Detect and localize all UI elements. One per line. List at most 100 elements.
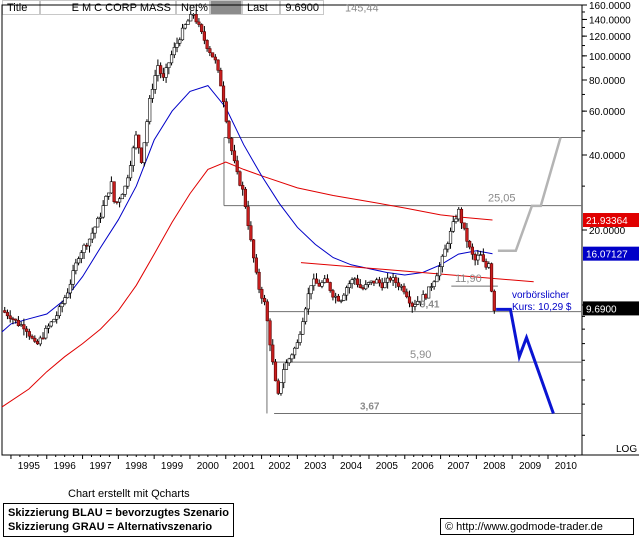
x-tick-label: 2006 bbox=[412, 461, 435, 472]
candle-body bbox=[432, 281, 436, 287]
candle-body bbox=[85, 244, 89, 247]
candle-body bbox=[11, 318, 15, 320]
candle-body bbox=[479, 254, 483, 256]
level-label: 145,44 bbox=[345, 2, 379, 14]
x-tick-label: 1997 bbox=[89, 461, 112, 472]
x-tick-label: 2004 bbox=[340, 461, 363, 472]
candle-body bbox=[107, 192, 111, 197]
x-tick-label: 2001 bbox=[233, 461, 256, 472]
candle-body bbox=[492, 290, 496, 311]
candle-body bbox=[309, 285, 313, 295]
premarket-note-line2: Kurs: 10,29 $ bbox=[512, 302, 572, 313]
candle-body bbox=[35, 341, 40, 345]
candle-body bbox=[27, 331, 31, 337]
candle-body bbox=[290, 354, 294, 360]
candle-body bbox=[101, 205, 105, 218]
candle-body bbox=[413, 304, 417, 307]
level-label: 11,90 bbox=[455, 273, 482, 285]
candle-body bbox=[183, 24, 187, 29]
candle-body bbox=[487, 263, 491, 268]
candle-body bbox=[446, 243, 450, 250]
candle-body bbox=[366, 282, 371, 285]
x-tick-label: 2000 bbox=[197, 461, 220, 472]
candle-body bbox=[232, 150, 237, 162]
candle-body bbox=[470, 246, 475, 255]
source-url: © http://www.godmode-trader.de bbox=[440, 518, 634, 535]
candle-body bbox=[68, 283, 72, 294]
candle-body bbox=[191, 13, 196, 16]
candle-body bbox=[271, 344, 275, 363]
candle-body bbox=[350, 279, 354, 285]
candle-body bbox=[200, 24, 204, 32]
candle-body bbox=[14, 318, 18, 321]
candle-body bbox=[180, 27, 185, 41]
candle-body bbox=[235, 160, 239, 173]
candle-body bbox=[224, 101, 228, 122]
candle-body bbox=[167, 62, 171, 69]
candle-body bbox=[55, 315, 59, 320]
candle-body bbox=[19, 324, 23, 327]
candle-body bbox=[128, 165, 133, 179]
candle-body bbox=[142, 142, 146, 163]
title-label: Title bbox=[2, 0, 40, 15]
candle-body bbox=[93, 226, 97, 234]
candle-body bbox=[161, 73, 165, 78]
x-tick-label: 1995 bbox=[18, 461, 41, 472]
candle-body bbox=[484, 261, 488, 268]
candle-body bbox=[252, 239, 256, 259]
candle-body bbox=[443, 248, 447, 257]
candle-body bbox=[358, 284, 362, 288]
candle-body bbox=[227, 121, 231, 139]
candle-body bbox=[243, 188, 248, 207]
candle-body bbox=[16, 320, 21, 327]
candle-body bbox=[323, 278, 327, 283]
ma-blue-line bbox=[1, 85, 493, 333]
candle-body bbox=[391, 277, 395, 281]
y-tick-label: 80.0000 bbox=[589, 76, 626, 87]
candle-body bbox=[153, 75, 157, 90]
plot-frame bbox=[1, 4, 583, 456]
premarket-note-line1: vorbörslicher bbox=[512, 290, 570, 301]
y-tick-label: 60.0000 bbox=[589, 107, 626, 118]
y-tick-label: 140.0000 bbox=[589, 15, 631, 26]
level-label: 3,67 bbox=[360, 401, 380, 412]
candle-body bbox=[213, 56, 217, 61]
ma-red-line bbox=[1, 161, 493, 408]
candle-body bbox=[96, 218, 100, 228]
candle-body bbox=[287, 358, 291, 364]
legend-blue: Skizzierung BLAU = bevorzugtes Szenario bbox=[8, 507, 229, 519]
candle-body bbox=[364, 284, 368, 290]
candle-body bbox=[156, 65, 160, 76]
candle-body bbox=[427, 286, 431, 299]
candle-body bbox=[268, 320, 272, 346]
candle-body bbox=[238, 171, 242, 186]
x-tick-label: 2002 bbox=[268, 461, 291, 472]
candle-body bbox=[416, 301, 420, 305]
candle-body bbox=[435, 275, 439, 283]
y-tick-label: 40.0000 bbox=[589, 151, 626, 162]
candle-body bbox=[208, 48, 212, 53]
candle-body bbox=[325, 278, 330, 283]
candle-body bbox=[454, 218, 458, 222]
candle-body bbox=[448, 230, 453, 244]
candle-body bbox=[293, 347, 297, 356]
candle-body bbox=[361, 287, 365, 290]
candle-body bbox=[402, 285, 406, 293]
y-tick-label: 100.0000 bbox=[589, 52, 631, 63]
candle-body bbox=[126, 177, 130, 187]
candle-body bbox=[331, 290, 335, 298]
candle-body bbox=[82, 244, 86, 253]
candle-body bbox=[49, 321, 53, 327]
candle-body bbox=[265, 301, 269, 322]
x-tick-label: 1996 bbox=[54, 461, 77, 472]
candle-body bbox=[3, 310, 7, 313]
y-tick-label: 120.0000 bbox=[589, 32, 631, 43]
candle-body bbox=[317, 283, 321, 287]
x-tick-label: 2003 bbox=[304, 461, 327, 472]
candle-body bbox=[98, 216, 103, 219]
candle-body bbox=[109, 181, 113, 194]
x-tick-label: 1998 bbox=[125, 461, 148, 472]
candle-body bbox=[90, 232, 94, 240]
